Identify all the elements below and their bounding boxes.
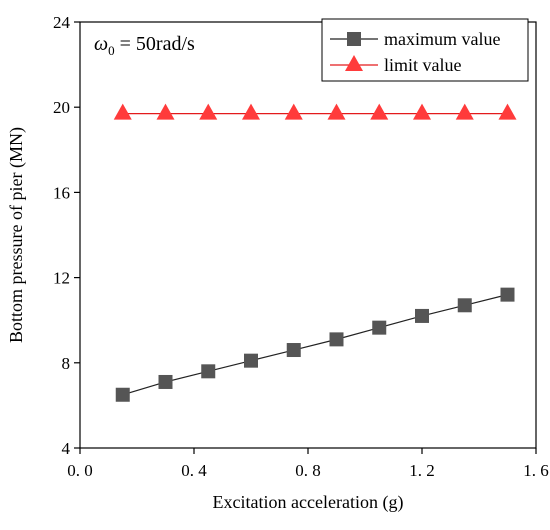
y-axis-title: Bottom pressure of pier (MN) <box>6 127 27 343</box>
y-tick-label: 16 <box>53 183 70 202</box>
data-point-triangle <box>199 103 218 120</box>
x-axis-title: Excitation acceleration (g) <box>213 492 404 513</box>
data-point-square <box>457 298 472 313</box>
omega-subscript: 0 <box>108 43 115 58</box>
y-tick-label: 12 <box>53 269 70 288</box>
data-point-triangle <box>370 103 389 120</box>
data-point-triangle <box>498 103 517 120</box>
y-tick-label: 24 <box>53 13 71 32</box>
x-tick-label: 1. 2 <box>409 461 435 480</box>
omega-annotation: ω0 = 50rad/s <box>94 33 195 58</box>
data-point-triangle <box>413 103 431 120</box>
legend-marker-square <box>347 32 361 46</box>
data-point-triangle <box>156 103 175 120</box>
y-tick-label: 20 <box>53 98 70 117</box>
x-tick-label: 0. 0 <box>67 461 93 480</box>
data-point-triangle <box>327 103 346 120</box>
data-point-square <box>372 320 387 335</box>
y-tick-label: 4 <box>62 439 71 458</box>
legend-label: maximum value <box>384 29 500 49</box>
omega-value: = 50rad/s <box>115 33 195 55</box>
x-tick-label: 0. 4 <box>181 461 207 480</box>
data-point-triangle <box>455 103 474 120</box>
omega-symbol: ω <box>94 33 108 55</box>
series-limit-value <box>113 103 517 120</box>
x-tick-label: 0. 8 <box>295 461 321 480</box>
data-point-triangle <box>242 103 260 120</box>
legend-marker-triangle <box>345 55 363 71</box>
data-point-square <box>329 332 344 347</box>
x-tick-label: 1. 6 <box>523 461 549 480</box>
data-point-square <box>415 308 429 323</box>
data-point-square <box>286 343 301 358</box>
legend: maximum value limit value <box>321 18 529 82</box>
data-point-triangle <box>113 103 132 120</box>
data-point-square <box>115 387 130 402</box>
series-maximum-value <box>115 287 515 402</box>
data-point-square <box>500 287 515 302</box>
data-point-square <box>201 364 216 379</box>
y-tick-label: 8 <box>62 354 71 373</box>
plot-frame <box>79 21 537 449</box>
data-point-square <box>158 374 173 389</box>
data-point-square <box>244 353 258 368</box>
data-point-triangle <box>284 103 303 120</box>
series-layer <box>113 103 517 402</box>
legend-label: limit value <box>384 55 461 75</box>
plot-area: 0. 0 0. 4 0. 8 1. 2 1. 6 4 8 12 16 20 24 <box>53 13 549 480</box>
series-line <box>122 294 508 396</box>
